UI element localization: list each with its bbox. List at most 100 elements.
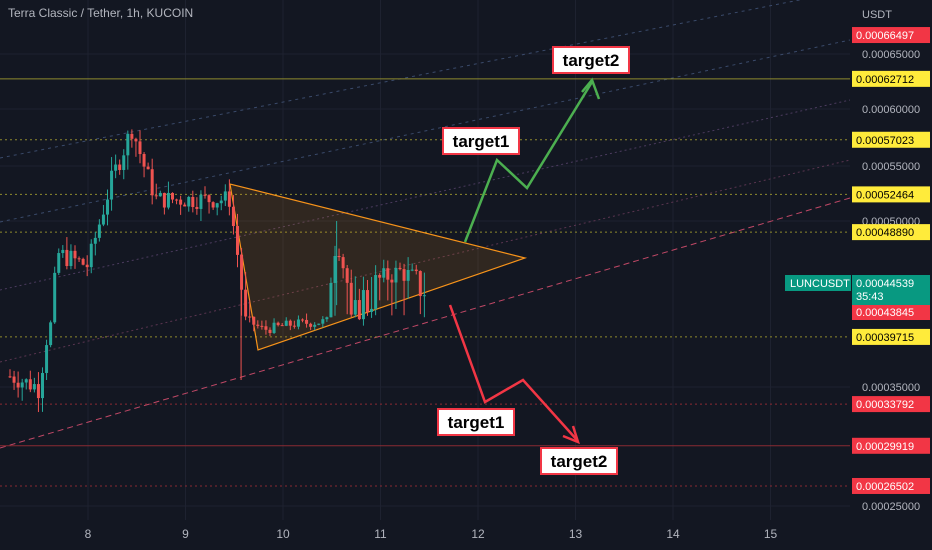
up-target2-label: target2 [563,51,620,70]
time-axis: 8 9 10 11 12 13 14 15 [85,527,778,541]
channel-line [0,39,851,223]
candle-body [398,267,402,270]
candle-body [138,141,142,155]
candle-body [296,319,300,327]
candle-body [418,271,422,297]
candle-body [422,295,426,297]
candle-body [28,379,32,390]
candle-body [65,249,69,267]
down-target1-label-box [437,408,515,436]
candle-body [353,300,357,315]
candle-body [252,316,256,325]
candle-body [313,324,317,327]
level-price-badge [852,477,930,494]
candle-body [284,320,288,326]
price-tick-label: 0.00025000 [862,501,920,513]
candle-body [24,379,28,383]
trend-channels [0,0,851,449]
candle-body [370,308,374,312]
candle-body [361,290,365,320]
level-lines [0,78,850,487]
candle-body [301,319,304,321]
time-tick-label: 15 [764,527,778,541]
candle-body [175,199,179,201]
candle-body [16,382,20,388]
candle-body [12,376,16,383]
channel-line [0,0,802,159]
candle-body [85,264,89,268]
candle-body [199,194,203,209]
bearish-arrowhead [562,425,580,445]
candle-body [366,290,369,312]
projection-arrows [448,77,601,445]
candle-body [36,384,40,399]
candle-body [207,195,211,203]
up-target1-label: target1 [453,132,510,151]
candle-body [20,382,24,388]
candle-body [179,199,183,205]
level-price-badge [852,224,930,241]
candle-body [223,191,227,201]
channel-line [0,99,851,291]
symbol-badge-text: LUNCUSDT [790,278,850,290]
candle-body [276,322,280,326]
candle-body [386,268,390,280]
candle-body [402,269,406,281]
candle-body [134,138,138,142]
candle-body [272,322,276,333]
candle-body [154,195,158,197]
interval-label: 1h [126,6,140,20]
candle-body [106,199,109,215]
bearish-path [448,304,578,441]
candle-body [49,322,53,346]
candle-body [231,206,235,227]
candle-body [166,192,170,208]
level-price-text: 0.00052464 [856,189,914,201]
candle-body [146,166,150,170]
candle-body [93,237,97,244]
channel-line [0,197,851,449]
candle-body [130,133,134,139]
candle-body [406,269,410,281]
level-price-badge [852,131,930,148]
down-target2-label: target2 [551,452,608,471]
countdown-text: 35:43 [856,291,884,303]
candle-body [244,289,248,317]
candles [8,129,426,413]
down-target2-label-box [540,447,618,475]
candle-body [341,257,345,269]
candle-body [321,319,325,324]
level-price-text: 0.00026502 [856,481,914,493]
candle-body [187,196,191,207]
candle-body [292,325,296,327]
time-tick-label: 11 [374,527,387,541]
level-price-text: 0.00062712 [856,74,914,86]
exchange-label: KUCOIN [146,6,194,20]
grid [0,0,850,520]
candle-body [317,323,321,325]
candle-body [41,372,44,399]
candle-body [329,282,333,318]
candle-body [158,192,162,197]
candle-body [171,192,174,200]
candle-body [69,250,73,267]
candle-body [349,282,353,315]
time-tick-label: 9 [182,527,189,541]
level-price-badge [852,437,930,454]
candle-body [337,256,341,258]
level-price-badge [852,396,930,413]
candle-body [97,224,101,238]
current-price-text: 0.00044539 [856,278,914,290]
bullish-arrowhead [581,77,601,100]
price-axis: USDT 0.00065000 0.00060000 0.00055000 0.0005… [785,0,932,550]
candle-body [203,194,207,196]
candle-body [32,384,36,390]
down-target1-label: target1 [448,413,505,432]
level-price-badge [852,186,930,203]
candle-body [191,196,195,208]
candle-body [110,170,114,200]
candle-body [45,345,49,373]
up-target2-label-box [552,46,630,74]
candle-body [118,164,122,170]
